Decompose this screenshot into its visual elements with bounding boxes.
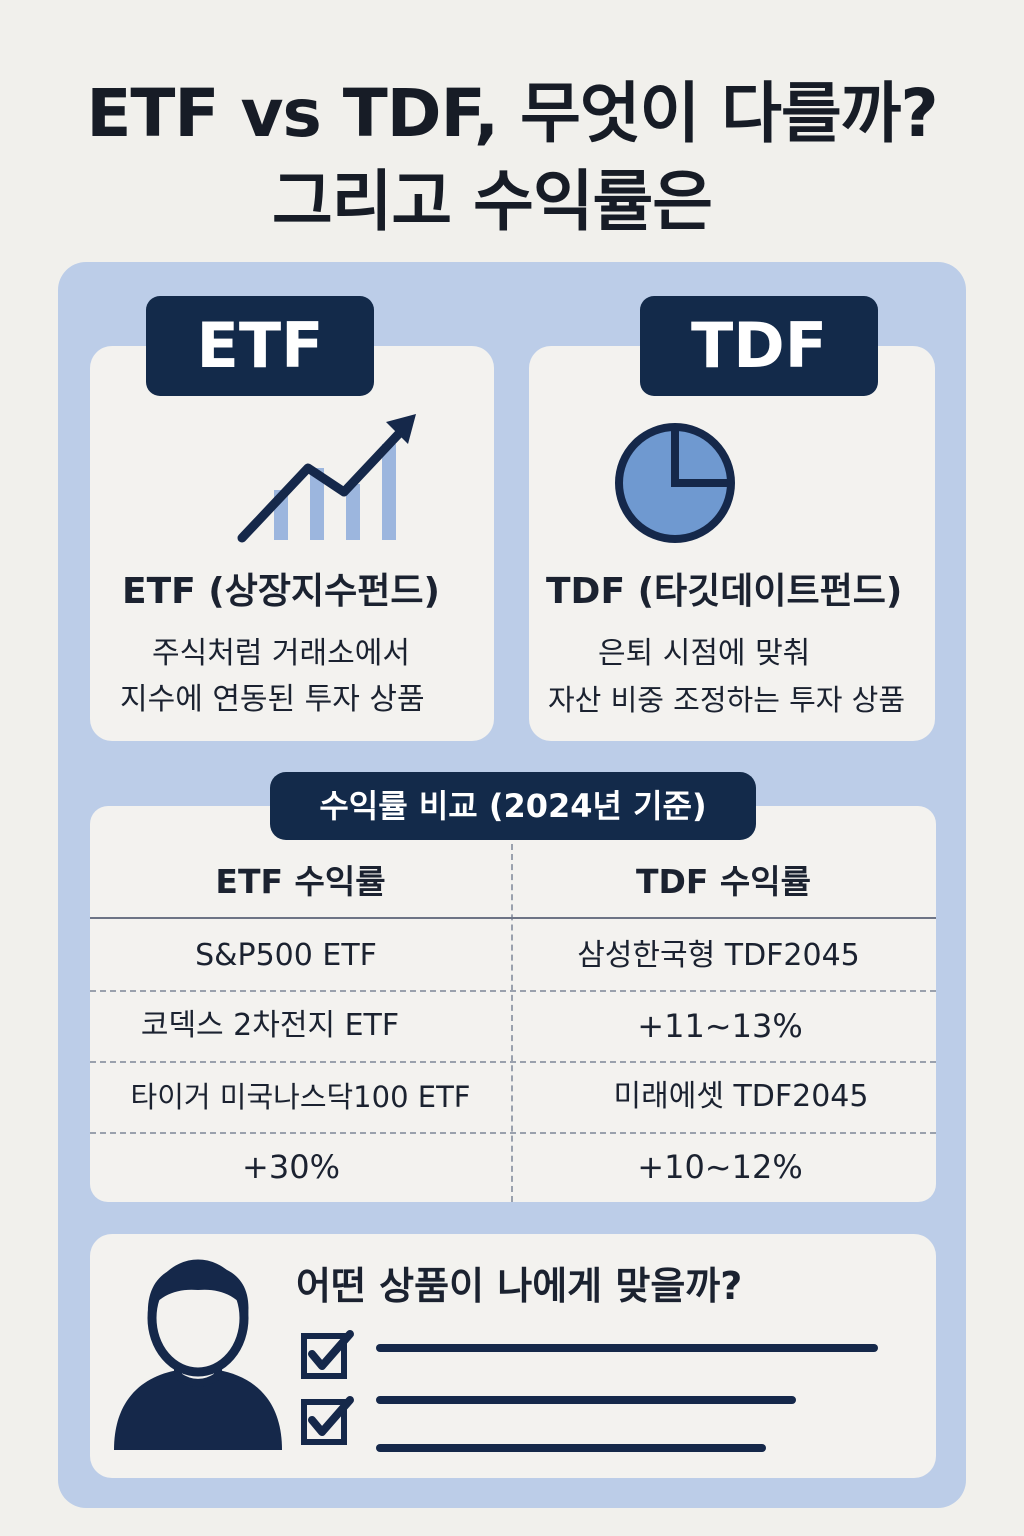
tdf-badge: TDF bbox=[640, 296, 878, 396]
column-divider bbox=[511, 844, 513, 1202]
etf-badge: ETF bbox=[146, 296, 374, 396]
page-title: ETF vs TDF, 무엇이 다를까? 그리고 수익률은 bbox=[0, 70, 1024, 246]
tdf-card bbox=[529, 346, 935, 741]
table-cell: 타이거 미국나스닥100 ETF bbox=[130, 1080, 471, 1114]
table-cell: 삼성한국형 TDF2045 bbox=[577, 938, 860, 973]
checklist-line bbox=[376, 1344, 878, 1352]
checkbox-checked-icon bbox=[301, 1330, 354, 1379]
table-cell: +30% bbox=[242, 1148, 340, 1186]
pie-chart-icon bbox=[615, 423, 735, 543]
title-line-2: 그리고 수익률은 bbox=[271, 163, 713, 240]
tdf-heading: TDF (타깃데이트펀드) bbox=[546, 571, 903, 612]
row-divider bbox=[90, 990, 936, 992]
etf-card bbox=[90, 346, 494, 741]
tdf-desc-line-1: 은퇴 시점에 맞춰 bbox=[598, 636, 811, 671]
title-line-1: ETF vs TDF, 무엇이 다를까? bbox=[86, 75, 938, 152]
header-divider bbox=[90, 917, 936, 919]
row-divider bbox=[90, 1061, 936, 1063]
checklist-line bbox=[376, 1444, 766, 1452]
table-cell: 코덱스 2차전지 ETF bbox=[140, 1008, 400, 1043]
comparison-table bbox=[90, 806, 936, 1202]
header-etf-return: ETF 수익률 bbox=[215, 862, 386, 901]
checklist-line bbox=[376, 1396, 796, 1404]
table-cell: +11~13% bbox=[637, 1007, 803, 1045]
table-cell: +10~12% bbox=[637, 1148, 803, 1186]
comparison-title: 수익률 비교 (2024년 기준) bbox=[270, 772, 756, 840]
header-tdf-return: TDF 수익률 bbox=[635, 862, 811, 901]
row-divider bbox=[90, 1132, 936, 1134]
checkbox-checked-icon bbox=[301, 1396, 354, 1445]
table-cell: 미래에셋 TDF2045 bbox=[613, 1079, 869, 1114]
tdf-desc-line-2: 자산 비중 조정하는 투자 상품 bbox=[548, 683, 906, 717]
question-text: 어떤 상품이 나에게 맞을까? bbox=[296, 1264, 743, 1308]
etf-heading: ETF (상장지수펀드) bbox=[122, 571, 440, 612]
etf-desc-line-2: 지수에 연동된 투자 상품 bbox=[120, 682, 425, 717]
person-icon bbox=[114, 1259, 282, 1450]
etf-desc-line-1: 주식처럼 거래소에서 bbox=[152, 636, 410, 671]
trend-chart-icon bbox=[237, 414, 416, 543]
table-cell: S&P500 ETF bbox=[195, 938, 377, 973]
